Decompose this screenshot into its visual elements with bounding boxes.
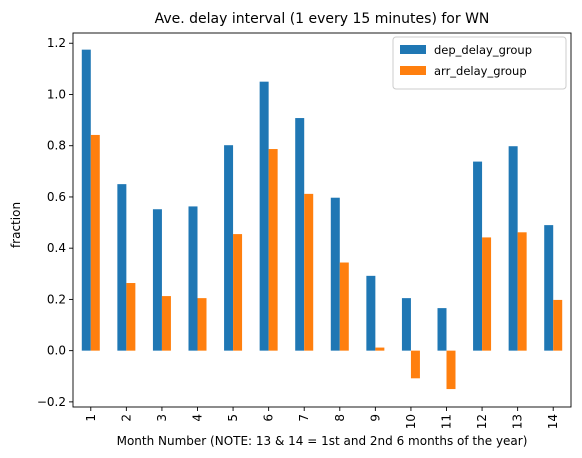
legend-label-dep_delay_group: dep_delay_group — [434, 43, 532, 57]
series-arr_delay_group — [90, 134, 563, 390]
bar-arr_delay_group-2 — [126, 283, 136, 351]
bar-dep_delay_group-5 — [224, 145, 234, 351]
x-tick-label: 14 — [546, 414, 560, 429]
legend-box — [392, 36, 567, 90]
chart-title: Ave. delay interval (1 every 15 minutes)… — [155, 11, 490, 27]
bar-dep_delay_group-4 — [188, 206, 198, 351]
bar-arr_delay_group-11 — [446, 350, 456, 390]
bar-arr_delay_group-4 — [197, 298, 207, 351]
bar-dep_delay_group-10 — [401, 298, 411, 351]
y-tick-label: 0.8 — [47, 139, 66, 153]
bar-dep_delay_group-2 — [117, 184, 127, 351]
plot-area: −0.20.00.20.40.60.81.01.21 2 3 4 5 6 7 8 9 10 11 12… — [37, 32, 572, 429]
bar-dep_delay_group-13 — [508, 146, 518, 351]
x-tick-label: 9 — [368, 414, 382, 422]
legend-swatch-dep_delay_group — [400, 45, 426, 54]
bar-arr_delay_group-7 — [304, 193, 314, 351]
bar-arr_delay_group-6 — [268, 149, 278, 351]
bar-dep_delay_group-12 — [473, 161, 483, 351]
legend-label-arr_delay_group: arr_delay_group — [434, 64, 527, 78]
bar-arr_delay_group-10 — [410, 350, 420, 379]
bar-dep_delay_group-3 — [152, 209, 162, 351]
x-tick-label: 8 — [333, 414, 347, 422]
y-tick-label: 0.6 — [47, 190, 66, 204]
legend-swatch-arr_delay_group — [400, 66, 426, 75]
y-tick-label: 1.0 — [47, 87, 66, 101]
y-tick-label: 0.0 — [47, 344, 66, 358]
bar-arr_delay_group-5 — [233, 234, 243, 351]
x-tick-label: 5 — [226, 414, 240, 422]
x-tick-label: 2 — [119, 414, 133, 422]
bar-arr_delay_group-8 — [339, 262, 349, 351]
x-tick-label: 13 — [511, 414, 525, 429]
x-tick-label: 1 — [84, 414, 98, 422]
plot-frame — [72, 32, 572, 408]
bar-dep_delay_group-7 — [295, 118, 305, 351]
bar-arr_delay_group-12 — [482, 237, 492, 351]
x-axis-label: Month Number (NOTE: 13 & 14 = 1st and 2n… — [117, 434, 528, 448]
x-tick-label: 10 — [404, 414, 418, 429]
legend: dep_delay_group arr_delay_group — [392, 36, 567, 90]
bar-dep_delay_group-1 — [81, 49, 91, 351]
bar-arr_delay_group-9 — [375, 347, 385, 351]
bar-dep_delay_group-11 — [437, 308, 447, 351]
x-tick-label: 11 — [440, 414, 454, 429]
bar-arr_delay_group-13 — [517, 232, 527, 351]
bar-arr_delay_group-14 — [553, 299, 563, 351]
x-tick-label: 4 — [191, 414, 205, 422]
x-tick-label: 7 — [297, 414, 311, 422]
x-tick-label: 6 — [262, 414, 276, 422]
series-dep_delay_group — [81, 49, 554, 351]
y-axis-label: fraction — [9, 202, 23, 248]
bar-dep_delay_group-8 — [330, 197, 340, 351]
y-tick-label: 0.4 — [47, 241, 66, 255]
bar-dep_delay_group-9 — [366, 275, 376, 351]
y-tick-label: −0.2 — [37, 395, 66, 409]
bar-dep_delay_group-14 — [544, 225, 554, 351]
bar-arr_delay_group-3 — [161, 296, 171, 351]
bar-arr_delay_group-1 — [90, 134, 100, 351]
bar-dep_delay_group-6 — [259, 81, 269, 351]
y-tick-label: 0.2 — [47, 292, 66, 306]
x-tick-label: 3 — [155, 414, 169, 422]
y-tick-label: 1.2 — [47, 36, 66, 50]
x-tick-label: 12 — [475, 414, 489, 429]
